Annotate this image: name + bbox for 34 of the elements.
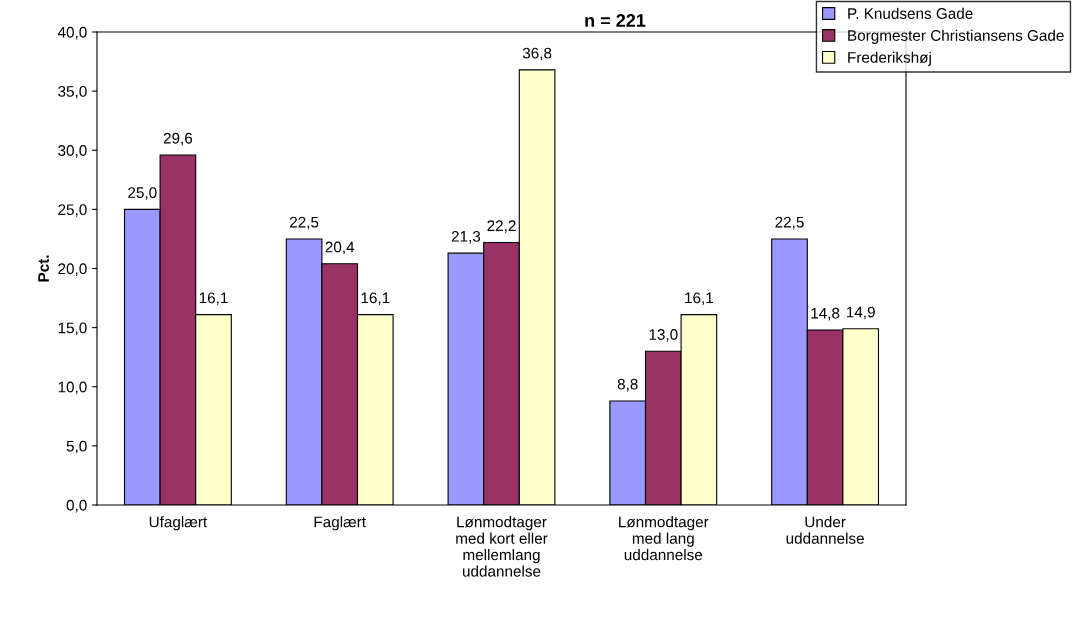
- data-label: 36,8: [522, 47, 552, 61]
- x-tick-label: Faglært: [314, 516, 366, 531]
- data-label: 16,1: [361, 292, 390, 306]
- y-tick-label: 0,0: [66, 499, 87, 513]
- y-tick-label: 25,0: [58, 204, 87, 217]
- data-label: 21,3: [451, 230, 481, 244]
- data-label: 16,1: [199, 292, 228, 306]
- x-tick-label: Ufaglært: [149, 516, 208, 531]
- x-tick-label: Lønmodtager med kort eller mellemlang uddannelse: [456, 516, 548, 577]
- data-label: 20,4: [325, 241, 355, 255]
- y-tick-label: 5,0: [66, 440, 87, 454]
- y-tick-label: 30,0: [58, 145, 87, 158]
- y-tick-label: 15,0: [58, 322, 87, 336]
- x-tick-label: Lønmodtager med lang uddannelse: [619, 516, 709, 561]
- data-label: 13,0: [649, 329, 678, 342]
- y-tick-label: 10,0: [58, 381, 87, 395]
- y-tick-label: 20,0: [58, 263, 87, 276]
- data-label: 22,5: [290, 216, 319, 230]
- data-label: 25,0: [128, 187, 157, 200]
- y-tick-label: 35,0: [58, 85, 87, 99]
- y-axis-title: Pct.: [38, 255, 49, 282]
- legend-label: P. Knudsens Gade: [848, 7, 973, 19]
- x-tick-label: Under uddannelse: [786, 516, 864, 544]
- data-label: 29,6: [163, 132, 193, 146]
- data-label: 22,5: [775, 216, 804, 230]
- y-tick-label: 40,0: [57, 26, 87, 40]
- data-label: 22,2: [487, 220, 516, 233]
- data-label: 16,1: [685, 292, 714, 306]
- data-label: 14,8: [811, 307, 840, 321]
- data-label: 8,8: [617, 378, 638, 392]
- data-label: 14,9: [846, 306, 875, 320]
- legend-label: Borgmester Christiansens Gade: [848, 29, 1064, 44]
- legend-label: Frederikshøj: [848, 51, 931, 66]
- text: n = 221: [585, 14, 646, 27]
